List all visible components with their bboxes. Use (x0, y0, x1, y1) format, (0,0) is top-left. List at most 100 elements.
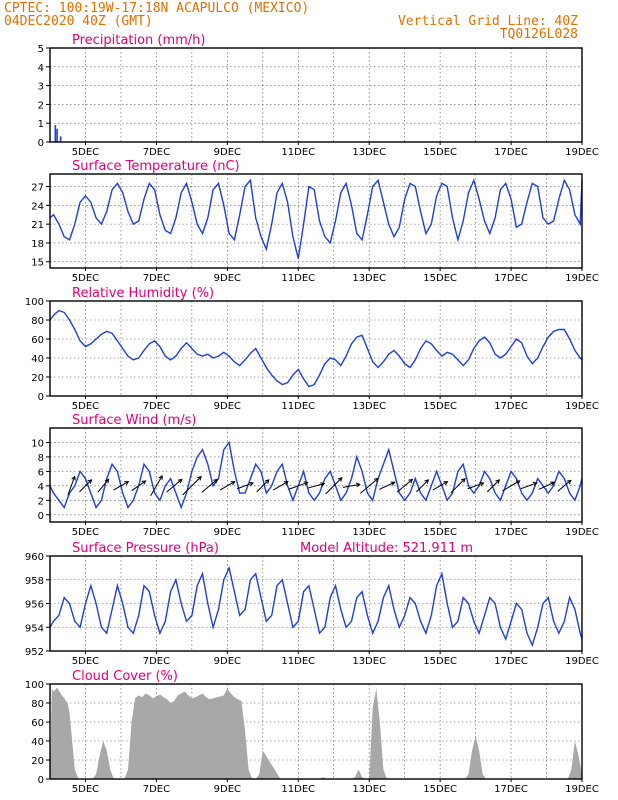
wind-arrow (79, 479, 92, 493)
wind-arrow (520, 482, 537, 490)
y-tick-label: 21 (31, 220, 44, 231)
x-tick-label: 5DEC (72, 656, 99, 667)
y-tick-label: 18 (31, 239, 44, 250)
wind-arrow-head (479, 481, 485, 487)
y-tick-label: 0 (38, 392, 44, 403)
y-tick-label: 4 (38, 482, 44, 493)
x-tick-label: 19DEC (565, 527, 599, 538)
wind-arrow (288, 481, 308, 490)
temp-title: Surface Temperature (nC) (72, 159, 240, 174)
x-tick-label: 13DEC (352, 401, 386, 412)
wind-arrow-head (283, 481, 289, 486)
precip-bar (54, 125, 57, 142)
x-tick-label: 11DEC (281, 147, 315, 158)
x-tick-label: 13DEC (352, 273, 386, 284)
y-tick-label: 960 (25, 552, 44, 563)
x-tick-label: 17DEC (494, 656, 528, 667)
y-tick-label: 5 (38, 44, 44, 55)
x-tick-label: 5DEC (72, 527, 99, 538)
wind-arrow-head (177, 478, 183, 484)
x-tick-label: 19DEC (565, 401, 599, 412)
x-tick-label: 15DEC (423, 656, 457, 667)
x-tick-label: 19DEC (565, 273, 599, 284)
wind-arrow-head (390, 481, 396, 486)
x-tick-label: 11DEC (281, 656, 315, 667)
y-tick-label: 80 (31, 316, 44, 327)
y-tick-label: 0 (38, 775, 44, 786)
wind-arrow-head (532, 481, 538, 487)
x-tick-label: 19DEC (565, 656, 599, 667)
wind-arrow (272, 481, 289, 491)
cloud-cover-area (50, 687, 582, 779)
rh-title: Relative Humidity (%) (72, 286, 214, 301)
y-tick-label: 952 (25, 647, 44, 658)
precip-bar (56, 128, 58, 142)
y-tick-label: 958 (25, 576, 44, 587)
x-tick-label: 7DEC (143, 527, 170, 538)
wind-arrow-head (104, 478, 110, 484)
panels-group: 0 1 2 3 4 5 5DEC 7DEC 9DEC 11DEC 13DEC 15DEC 17DEC 19… (25, 33, 599, 795)
x-tick-label: 9DEC (214, 401, 241, 412)
y-tick-label: 2 (38, 100, 44, 111)
y-tick-label: 60 (31, 718, 44, 729)
x-tick-label: 5DEC (72, 273, 99, 284)
y-tick-label: 20 (31, 373, 44, 384)
wind-arrow (538, 481, 555, 490)
wind-arrow (325, 477, 343, 495)
x-tick-label: 9DEC (214, 273, 241, 284)
precip-title: Precipitation (mm/h) (72, 33, 205, 48)
wind-arrow-head (550, 481, 556, 486)
wind-arrow-head (495, 479, 501, 484)
y-tick-label: 40 (31, 737, 44, 748)
wind-arrow-head (408, 478, 414, 484)
wind-arrow (236, 482, 254, 490)
wind-arrow-head (566, 479, 572, 485)
wind-arrow (166, 479, 183, 493)
x-tick-label: 5DEC (72, 401, 99, 412)
x-tick-label: 19DEC (565, 784, 599, 795)
cloud-title: Cloud Cover (%) (72, 669, 178, 684)
cloud-plot-frame (49, 683, 583, 780)
wind-arrow (450, 478, 466, 494)
wind-arrow-head (249, 481, 255, 487)
pres-plot-frame (49, 555, 583, 652)
wind-arrow-head (303, 481, 309, 486)
x-tick-label: 11DEC (281, 273, 315, 284)
wind-arrow (360, 478, 379, 494)
wind-arrow-head (460, 478, 466, 483)
rh-plot-frame (49, 300, 583, 397)
wind-arrow-head (87, 479, 93, 484)
wind-arrow-head (213, 478, 219, 484)
temp-series-line (49, 178, 583, 259)
wind-arrow-head (515, 480, 521, 485)
wind-arrow (343, 483, 360, 488)
pres-title: Surface Pressure (hPa) (72, 541, 219, 556)
x-tick-label: 7DEC (143, 656, 170, 667)
x-tick-label: 11DEC (281, 527, 315, 538)
x-tick-label: 9DEC (214, 147, 241, 158)
header-location: CPTEC: 100:19W-17:18N ACAPULCO (MEXICO) (4, 1, 309, 16)
x-tick-label: 11DEC (281, 401, 315, 412)
wind-arrow-head (424, 479, 430, 484)
wind-arrow-head (373, 477, 379, 483)
y-tick-label: 20 (31, 756, 44, 767)
y-tick-label: 954 (25, 623, 44, 634)
y-tick-label: 100 (25, 297, 44, 308)
x-tick-label: 15DEC (423, 273, 457, 284)
x-tick-label: 13DEC (352, 784, 386, 795)
wind-arrow (416, 479, 429, 493)
wind-arrow (150, 475, 163, 497)
header-date: 04DEC2020 40Z (GMT) (4, 14, 153, 29)
wind-arrow (219, 481, 235, 491)
wind-series-line (49, 440, 583, 510)
wind-arrow (307, 483, 325, 489)
x-tick-label: 15DEC (423, 147, 457, 158)
y-tick-label: 956 (25, 600, 44, 611)
x-tick-label: 13DEC (352, 527, 386, 538)
wind-title: Surface Wind (m/s) (72, 413, 196, 428)
y-tick-label: 27 (31, 183, 44, 194)
y-tick-label: 0 (38, 511, 44, 522)
wind-arrow-head (230, 481, 236, 486)
x-tick-label: 5DEC (72, 147, 99, 158)
